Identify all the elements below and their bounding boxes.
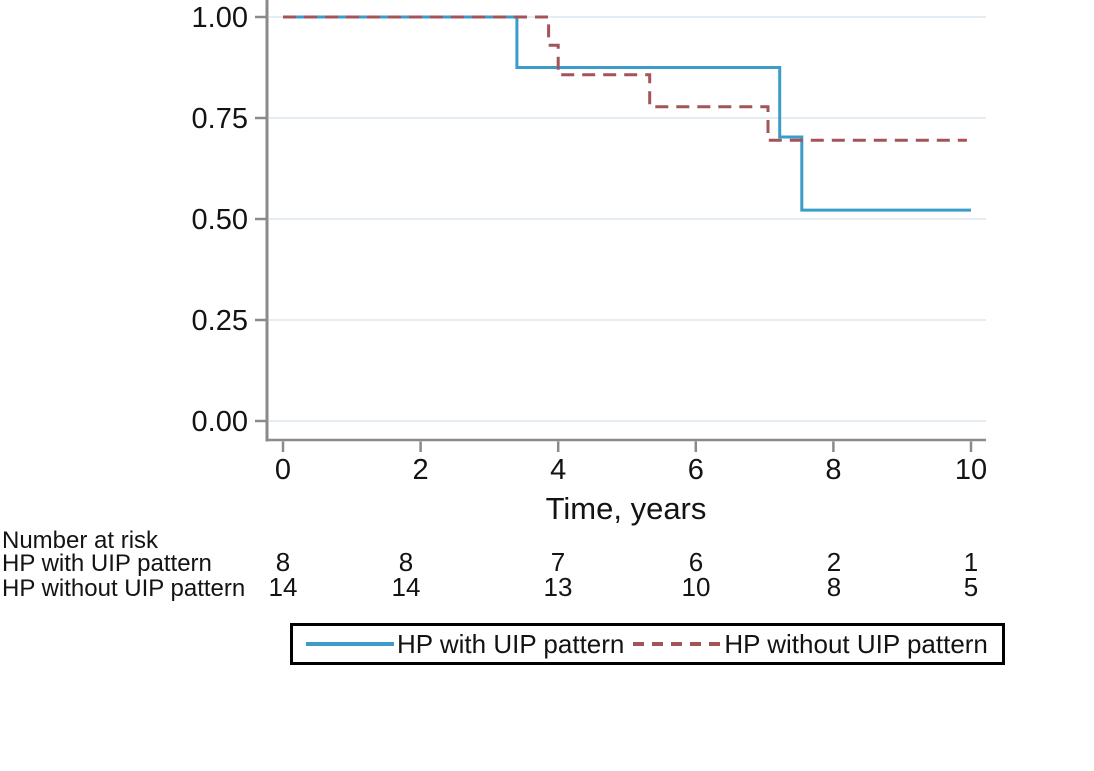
risk-row-label-with-uip: HP with UIP pattern (2, 550, 212, 577)
risk-count: 6 (688, 547, 704, 577)
axis-ticks (255, 15, 973, 452)
x-tick-label: 4 (550, 454, 566, 486)
x-tick-label: 0 (275, 454, 291, 486)
survival-curve-without-uip (283, 15, 967, 142)
km-plot: 1.00 0.75 0.50 0.25 0.00 0 2 4 6 8 10 Time, years (192, 0, 988, 526)
axes (265, 0, 986, 442)
risk-count: 2 (826, 547, 842, 577)
risk-count: 10 (681, 572, 711, 602)
legend: HP with UIP pattern HP without UIP patte… (290, 623, 1005, 665)
x-axis-title: Time, years (546, 491, 707, 526)
risk-count: 8 (398, 547, 414, 577)
legend-line-sample-dashed (633, 642, 722, 646)
x-tick-label: 10 (955, 454, 987, 486)
legend-label-without-uip: HP without UIP pattern (724, 628, 988, 659)
footnote: *Due to the great reduction in the effec… (110, 691, 1094, 771)
y-tick-label: 0.00 (192, 406, 248, 438)
y-tick-label: 0.25 (192, 305, 248, 337)
survival-curves (283, 15, 971, 212)
x-tick-label: 8 (825, 454, 841, 486)
y-tick-label: 1.00 (192, 2, 248, 34)
risk-count: 14 (391, 572, 421, 602)
risk-count: 5 (963, 572, 979, 602)
risk-table-title: Number at risk (2, 527, 159, 554)
risk-count: 8 (275, 547, 291, 577)
risk-count: 7 (550, 547, 566, 577)
risk-count: 1 (963, 547, 979, 577)
y-tick-label: 0.75 (192, 103, 248, 135)
tick-labels: 1.00 0.75 0.50 0.25 0.00 0 2 4 6 8 10 (192, 2, 988, 486)
survival-curve-with-uip (283, 15, 971, 212)
legend-label-with-uip: HP with UIP pattern (397, 628, 625, 659)
risk-row-label-without-uip: HP without UIP pattern (2, 575, 246, 602)
x-tick-label: 6 (688, 454, 704, 486)
risk-count: 13 (543, 572, 573, 602)
y-tick-label: 0.50 (192, 204, 248, 236)
x-tick-label: 2 (413, 454, 429, 486)
risk-count: 14 (268, 572, 298, 602)
legend-line-sample-solid (306, 642, 394, 646)
risk-count: 8 (826, 572, 842, 602)
gridlines (269, 16, 986, 422)
